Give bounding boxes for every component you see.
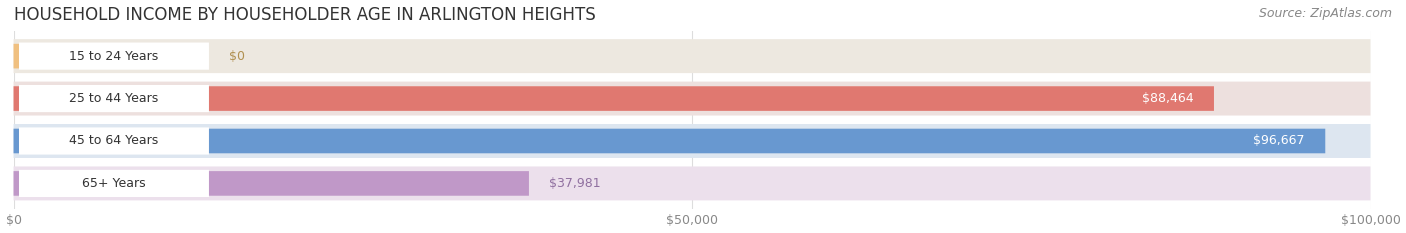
- FancyBboxPatch shape: [14, 44, 41, 69]
- Text: $88,464: $88,464: [1142, 92, 1194, 105]
- FancyBboxPatch shape: [14, 82, 1371, 116]
- FancyBboxPatch shape: [14, 171, 529, 196]
- FancyBboxPatch shape: [14, 124, 1371, 158]
- FancyBboxPatch shape: [14, 86, 1213, 111]
- FancyBboxPatch shape: [20, 127, 209, 154]
- Text: Source: ZipAtlas.com: Source: ZipAtlas.com: [1258, 7, 1392, 20]
- FancyBboxPatch shape: [20, 85, 209, 112]
- FancyBboxPatch shape: [20, 170, 209, 197]
- FancyBboxPatch shape: [14, 166, 1371, 200]
- Text: $0: $0: [229, 50, 245, 63]
- Text: $96,667: $96,667: [1253, 134, 1305, 147]
- Text: $37,981: $37,981: [550, 177, 600, 190]
- Text: 25 to 44 Years: 25 to 44 Years: [69, 92, 159, 105]
- FancyBboxPatch shape: [14, 39, 1371, 73]
- FancyBboxPatch shape: [14, 129, 1326, 153]
- FancyBboxPatch shape: [20, 43, 209, 70]
- Text: 45 to 64 Years: 45 to 64 Years: [69, 134, 159, 147]
- Text: HOUSEHOLD INCOME BY HOUSEHOLDER AGE IN ARLINGTON HEIGHTS: HOUSEHOLD INCOME BY HOUSEHOLDER AGE IN A…: [14, 6, 595, 24]
- Text: 15 to 24 Years: 15 to 24 Years: [69, 50, 159, 63]
- Text: 65+ Years: 65+ Years: [82, 177, 146, 190]
